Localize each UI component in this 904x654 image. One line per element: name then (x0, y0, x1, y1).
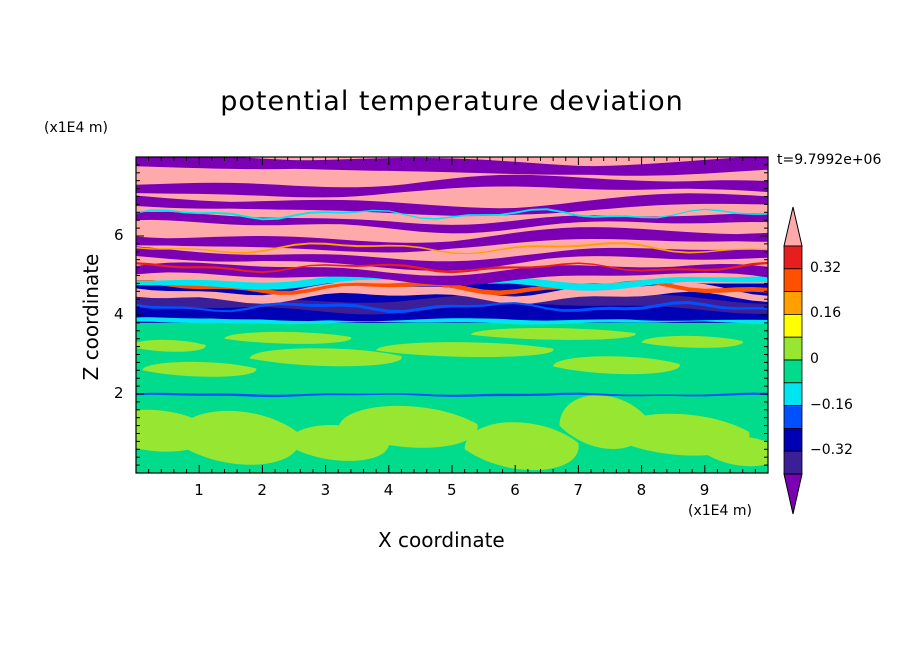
x-tick-label: 9 (699, 481, 710, 499)
x-axis-unit: (x1E4 m) (688, 503, 752, 519)
x-tick-label: 4 (383, 481, 394, 499)
y-tick-label: 2 (114, 384, 124, 402)
field-stripe-4 (136, 193, 768, 217)
axis-ticks (136, 157, 769, 473)
colorbar-min-triangle (783, 473, 803, 515)
x-tick-label: 6 (510, 481, 520, 499)
field-line-z2 (136, 392, 768, 398)
x-axis-label-text: X coordinate (378, 528, 505, 552)
field-accent-0 (136, 261, 768, 274)
field-blob-9 (249, 348, 402, 367)
colorbar-label: −0.16 (810, 396, 853, 413)
x-tick-label: 2 (257, 481, 267, 499)
colorbar-segment (783, 359, 803, 384)
field-accent-1 (136, 242, 768, 255)
x-tick-label: 3 (320, 481, 331, 499)
field-accent-2 (136, 208, 768, 221)
colorbar-label: −0.32 (810, 442, 853, 459)
chart-title: potential temperature deviation (220, 86, 684, 117)
colorbar-segment (783, 245, 803, 270)
x-tick-label: 1 (194, 481, 204, 499)
field-stripe-6 (136, 157, 768, 176)
field-blob-12 (224, 331, 352, 344)
colorbar-segment (783, 336, 803, 361)
colorbar-segment (783, 291, 803, 315)
colorbar-segment (783, 427, 803, 452)
colorbar-segment (783, 405, 803, 429)
colorbar-segment (783, 313, 803, 338)
colorbar-segment (783, 268, 803, 292)
colorbar-label: 0.16 (810, 305, 842, 322)
field-line-z38 (136, 317, 768, 325)
x-tick-label: 7 (573, 481, 583, 499)
field-stripe-3 (136, 211, 768, 234)
field-stripe-1 (136, 246, 768, 271)
colorbar (783, 206, 803, 515)
field-blob-7 (704, 436, 768, 467)
field-blob-14 (641, 335, 743, 348)
colorbar-segment (783, 382, 803, 406)
x-tick-label: 8 (636, 481, 647, 499)
y-axis-unit: (x1E4 m) (44, 120, 108, 136)
field-blob-8 (142, 361, 257, 377)
field-blob-1 (173, 410, 301, 465)
field-blob-4 (464, 422, 579, 471)
field-layer (136, 157, 768, 473)
colorbar-segment (783, 450, 803, 475)
time-annotation: t=9.7992e+06 (777, 152, 882, 168)
y-tick-label: 4 (114, 305, 124, 323)
field-blob-10 (376, 342, 554, 358)
field-blob-15 (136, 339, 206, 352)
colorbar-max-triangle (783, 206, 803, 247)
y-tick-label: 6 (114, 226, 124, 244)
field-stripe-5 (136, 174, 768, 198)
field-stripe-2 (136, 227, 768, 253)
field-blob-11 (553, 356, 680, 375)
field-band-mid-5 (136, 301, 768, 313)
colorbar-label: 0 (810, 351, 819, 367)
field-blob-3 (338, 405, 478, 448)
field-band-mid-1 (136, 293, 768, 315)
field-blob-13 (470, 327, 636, 340)
colorbar-label: 0.32 (810, 259, 842, 276)
field-band-mid-0 (136, 308, 768, 322)
x-tick-label: 5 (447, 481, 457, 499)
